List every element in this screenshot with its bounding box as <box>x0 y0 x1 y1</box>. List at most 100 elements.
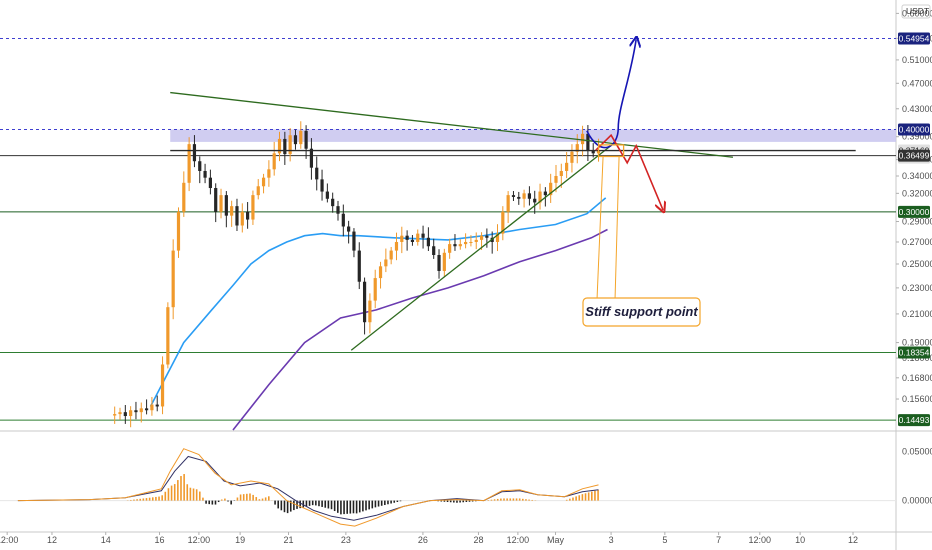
candle-body <box>495 233 500 242</box>
x-tick-label-2: 14 <box>101 535 111 545</box>
x-tick-label-6: 21 <box>284 535 294 545</box>
price-badge-label-4: 0.36499 <box>899 151 930 161</box>
candle-body <box>448 244 452 253</box>
x-tick-label-4: 12:00 <box>188 535 211 545</box>
macd-y-tick-label-0: 0.05000 <box>902 447 932 457</box>
candle-body <box>118 412 122 415</box>
candle-body <box>511 195 516 197</box>
candle-body <box>208 177 212 189</box>
price-badge-5 <box>898 205 930 218</box>
candle-body <box>378 266 383 279</box>
y-tick-label-7: 0.34000 <box>902 171 932 181</box>
macd-panel <box>0 448 896 527</box>
candle-body <box>267 169 271 178</box>
candle-body <box>219 195 223 212</box>
candle-body <box>256 186 260 196</box>
trend-line-1 <box>350 143 614 351</box>
candle-body <box>230 206 234 216</box>
x-tick-label-10: 12:00 <box>507 535 530 545</box>
candle-body <box>591 150 595 154</box>
candle-body <box>134 410 138 413</box>
ma-purple-line <box>232 228 608 431</box>
candle-body <box>277 138 282 154</box>
candle-body <box>565 162 569 171</box>
candle-body <box>559 170 563 176</box>
price-badge-label-6: 0.18354 <box>899 347 930 357</box>
candle-body <box>453 244 457 247</box>
candle-body <box>506 195 510 212</box>
annotation-text: Stiff support point <box>585 304 698 319</box>
x-tick-label-8: 26 <box>418 535 428 545</box>
y-tick-label-10: 0.27000 <box>902 237 932 247</box>
candle-body <box>214 188 218 212</box>
candle-body <box>405 235 409 240</box>
price-badge-label-5: 0.30000 <box>899 207 930 217</box>
candle-body <box>368 300 372 323</box>
candle-body <box>543 191 547 196</box>
candle-body <box>469 241 473 243</box>
x-tick-label-13: 5 <box>662 535 667 545</box>
price-badges: 0.549540.400000.3716001:40:560.364990.30… <box>897 32 931 427</box>
candle-body <box>288 135 292 155</box>
support-box <box>597 144 625 158</box>
trend-line-0 <box>170 91 734 158</box>
candle-body <box>192 144 197 162</box>
price-badge-6 <box>898 346 930 359</box>
candle-body <box>155 404 159 407</box>
y-tick-label-2: 0.51000 <box>902 55 932 65</box>
candle-body <box>479 235 484 240</box>
y-tick-label-4: 0.43000 <box>902 104 932 114</box>
candle-body <box>341 213 345 227</box>
candle-body <box>538 191 542 203</box>
y-tick-label-5: 0.39000 <box>902 132 932 142</box>
y-tick-label-16: 0.16800 <box>902 373 932 383</box>
candle-body <box>437 254 441 271</box>
x-tick-label-11: May <box>547 535 565 545</box>
candle-body <box>187 144 191 183</box>
horizontal-levels <box>0 38 896 421</box>
x-tick-label-14: 7 <box>716 535 721 545</box>
candle-body <box>554 175 558 183</box>
macd-signal-line <box>17 455 599 521</box>
candle-body <box>304 130 308 149</box>
candle-body <box>352 231 356 251</box>
y-tick-label-0: 0.60000 <box>902 8 932 18</box>
candle-body <box>362 281 367 323</box>
candles <box>113 121 601 428</box>
candle-body <box>485 235 489 238</box>
price-badge-4 <box>898 149 930 162</box>
macd-y-tick-label-1: 0.00000 <box>902 496 932 506</box>
candle-body <box>320 179 324 192</box>
candle-body <box>272 153 276 170</box>
candle-body <box>570 151 574 163</box>
x-tick-label-3: 16 <box>154 535 164 545</box>
y-tick-label-14: 0.19000 <box>902 338 932 348</box>
candle-body <box>421 233 425 238</box>
candle-body <box>123 412 127 417</box>
macd-line <box>17 448 599 527</box>
candle-body <box>533 198 537 203</box>
candle-body <box>400 235 404 242</box>
candle-body <box>394 241 399 251</box>
candle-body <box>384 259 388 267</box>
candle-body <box>586 133 590 151</box>
candle-body <box>129 410 133 417</box>
candle-body <box>261 177 266 187</box>
y-tick-label-13: 0.21000 <box>902 309 932 319</box>
candle-body <box>240 211 244 226</box>
price-badge-label-0: 0.54954 <box>899 34 930 44</box>
candle-body <box>246 211 250 220</box>
x-tick-label-0: 12:00 <box>0 535 18 545</box>
x-tick-label-7: 23 <box>341 535 351 545</box>
bearish-projection-arrow <box>595 133 663 210</box>
resistance-zone-band <box>170 129 897 142</box>
y-tick-label-12: 0.23000 <box>902 283 932 293</box>
candle-body <box>580 133 585 145</box>
x-tick-label-5: 19 <box>235 535 245 545</box>
annotation-connector-left <box>596 156 604 299</box>
y-tick-label-8: 0.32000 <box>902 188 932 198</box>
candle-body <box>474 239 478 242</box>
